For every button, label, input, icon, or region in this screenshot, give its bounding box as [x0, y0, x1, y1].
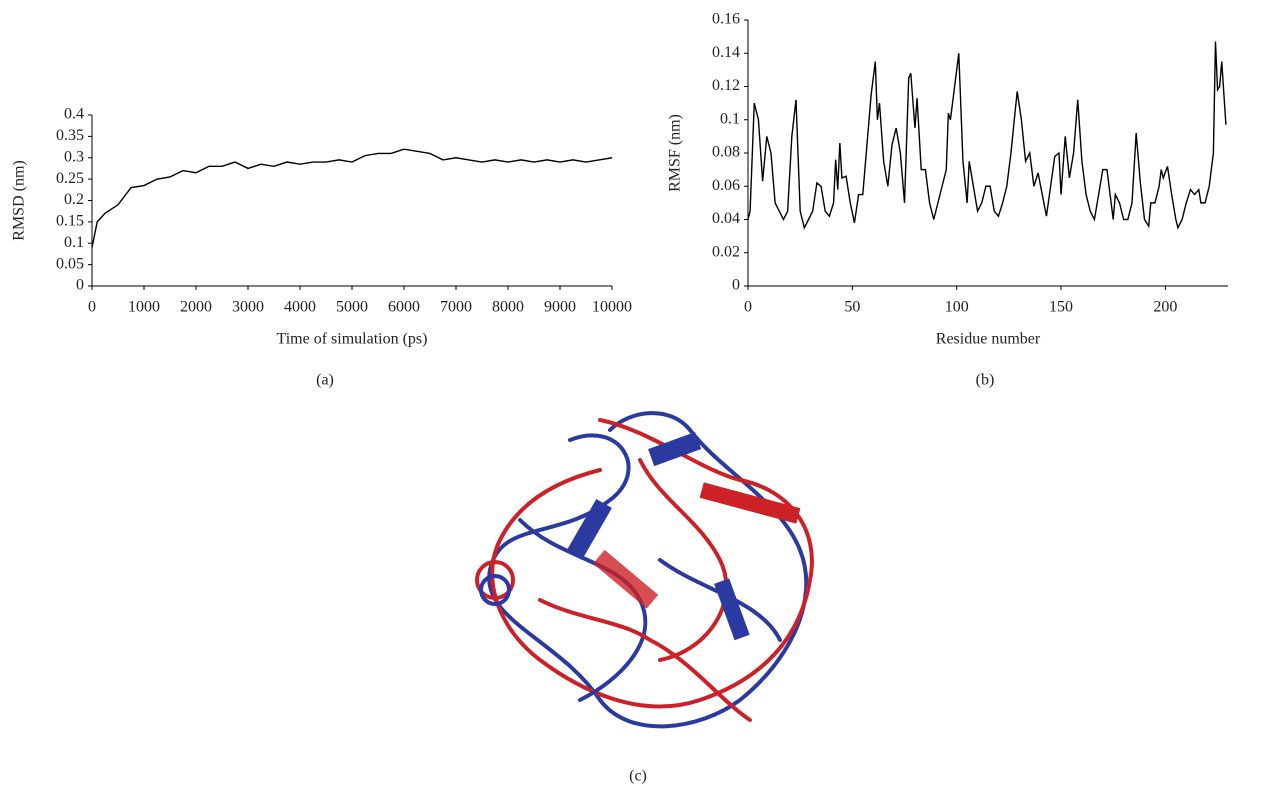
y-tick-label: 0.15: [56, 213, 84, 230]
y-tick-label: 0.25: [56, 170, 84, 187]
y-tick-label: 0: [732, 277, 740, 294]
x-tick-label: 50: [844, 299, 860, 316]
y-tick-label: 0: [76, 277, 84, 294]
y-tick-label: 0.05: [56, 255, 84, 272]
y-tick-label: 0.16: [712, 11, 740, 28]
y-tick-label: 0.12: [712, 77, 740, 94]
x-tick-label: 200: [1153, 299, 1177, 316]
x-axis-title: Residue number: [936, 331, 1041, 348]
x-tick-label: 8000: [492, 299, 524, 316]
panel-caption: (c): [629, 768, 647, 785]
x-tick-label: 2000: [180, 299, 212, 316]
x-tick-label: 10000: [592, 299, 632, 316]
y-tick-label: 0.14: [712, 44, 740, 61]
protein-structure: [475, 411, 814, 729]
x-tick-label: 0: [744, 299, 752, 316]
x-tick-label: 9000: [544, 299, 576, 316]
x-tick-label: 150: [1049, 299, 1073, 316]
x-axis-title: Time of simulation (ps): [277, 331, 428, 348]
y-axis-title: RMSF (nm): [667, 114, 684, 192]
x-tick-label: 100: [945, 299, 969, 316]
x-tick-label: 5000: [336, 299, 368, 316]
data-line: [747, 41, 1227, 230]
y-axis-title: RMSD (nm): [11, 160, 28, 240]
x-tick-label: 4000: [284, 299, 316, 316]
y-tick-label: 0.1: [720, 110, 740, 127]
x-tick-label: 7000: [440, 299, 472, 316]
x-tick-label: 3000: [232, 299, 264, 316]
y-tick-label: 0.08: [712, 144, 740, 161]
x-tick-label: 6000: [388, 299, 420, 316]
x-tick-label: 1000: [128, 299, 160, 316]
y-tick-label: 0.4: [64, 106, 84, 123]
y-tick-label: 0.3: [64, 148, 84, 165]
y-tick-label: 0.2: [64, 191, 84, 208]
y-tick-label: 0.02: [712, 243, 740, 260]
y-tick-label: 0.35: [56, 127, 84, 144]
data-line: [91, 148, 613, 248]
panel-caption: (a): [316, 372, 334, 389]
panel-caption: (b): [976, 372, 995, 389]
y-tick-label: 0.06: [712, 177, 740, 194]
y-tick-label: 0.04: [712, 210, 740, 227]
y-tick-label: 0.1: [64, 234, 84, 251]
x-tick-label: 0: [88, 299, 96, 316]
